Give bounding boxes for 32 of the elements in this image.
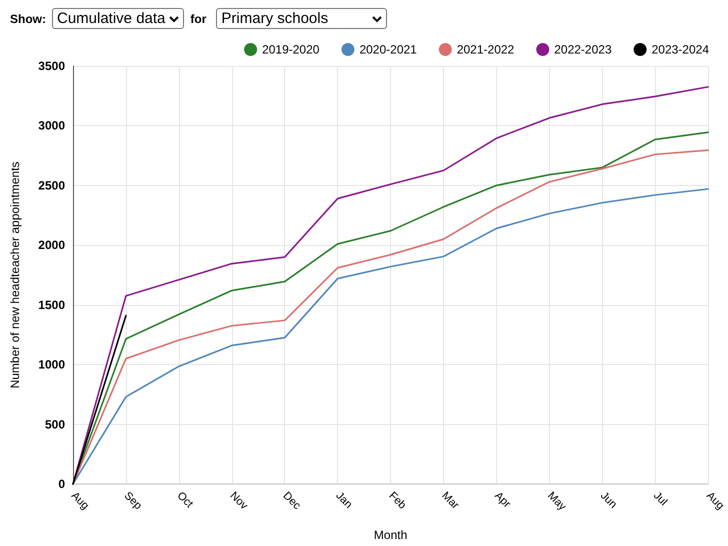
x-tick-label: Apr — [492, 490, 514, 511]
x-tick-label: Jan — [333, 490, 354, 511]
legend-label: 2022-2023 — [554, 42, 612, 56]
y-tick-label: 1500 — [38, 298, 66, 312]
x-tick-label: May — [545, 490, 569, 514]
y-axis-title: Number of new headteacher appointments — [8, 162, 22, 388]
y-tick-label: 1000 — [38, 358, 66, 372]
x-tick-label: Feb — [386, 490, 408, 512]
x-tick-label: Jun — [598, 490, 620, 511]
dropdown-field: Cumulative data — [52, 8, 184, 29]
x-tick-label: Oct — [174, 490, 196, 510]
dropdown-field: Primary schools — [216, 8, 388, 29]
x-tick-label: Aug — [704, 490, 726, 512]
y-tick-label: 3500 — [38, 59, 66, 73]
x-tick-label: Aug — [68, 490, 92, 512]
y-tick-label: 3000 — [38, 118, 66, 133]
y-tick-label: 0 — [58, 477, 66, 491]
x-axis-title: Month — [374, 528, 408, 542]
y-tick-label: 2500 — [38, 178, 66, 192]
text: for — [190, 12, 206, 26]
x-tick-label: Nov — [228, 490, 250, 512]
legend-label: 2020-2021 — [359, 42, 418, 56]
x-tick-label: Jul — [650, 490, 670, 508]
y-tick-label: 2000 — [38, 238, 66, 252]
legend-label: 2019-2020 — [262, 42, 320, 56]
x-tick-label: Mar — [439, 490, 462, 512]
y-tick-label: 500 — [44, 417, 66, 432]
x-tick-label: Dec — [280, 490, 304, 512]
legend-label: 2023-2024 — [652, 42, 710, 56]
text: Show: — [10, 12, 46, 26]
x-tick-label: Sep — [122, 490, 144, 512]
legend-label: 2021-2022 — [456, 42, 515, 56]
